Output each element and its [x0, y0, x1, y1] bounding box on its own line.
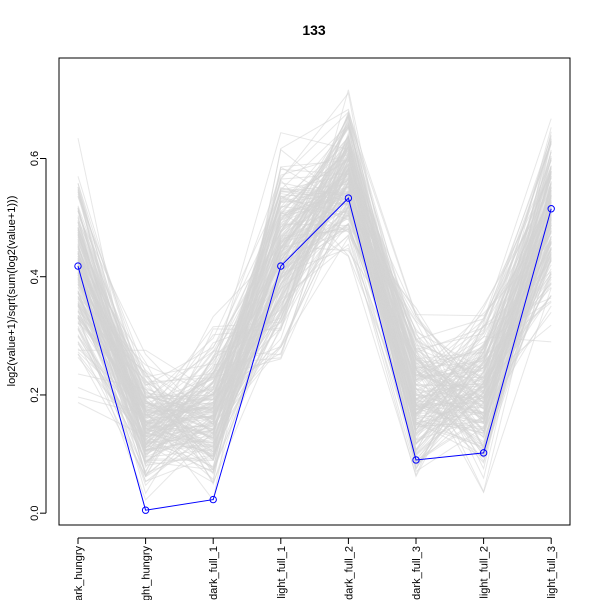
background-series-line [77, 189, 552, 449]
background-series-line [77, 153, 552, 407]
background-series-line [77, 196, 552, 452]
background-series-line [77, 140, 552, 457]
background-series-line [77, 118, 552, 477]
background-series-line [77, 181, 552, 434]
chart-title: 133 [302, 22, 326, 38]
highlight-data-point [479, 449, 488, 457]
y-axis: 0.0 0.2 0.4 0.6 [29, 151, 47, 521]
background-series-line [77, 131, 552, 482]
background-series-line [77, 180, 552, 470]
x-axis: dark_hungry light_hungry dark_full_1 light_… [73, 537, 558, 600]
background-series-line [77, 116, 552, 466]
highlight-data-point [141, 506, 150, 514]
highlight-data-point [344, 194, 353, 202]
x-tick-label: light_full_3 [546, 546, 558, 599]
x-tick-label: dark_full_2 [343, 546, 355, 600]
background-series-line [77, 160, 552, 458]
background-series-line [77, 201, 552, 456]
highlight-data-point [209, 495, 217, 504]
x-tick-label: light_full_2 [479, 546, 491, 599]
background-series-line [77, 224, 552, 444]
background-series-line [77, 214, 552, 419]
background-series-line [77, 154, 552, 461]
plot-frame [58, 57, 571, 526]
background-series-line [77, 147, 552, 461]
background-series-line [77, 168, 552, 443]
background-series-group [77, 89, 552, 502]
highlight-data-point [74, 262, 82, 270]
background-series-line [77, 146, 552, 464]
background-series-line [77, 141, 552, 457]
highlight-data-point [412, 456, 420, 464]
highlight-data-point [547, 205, 555, 213]
background-series-line [77, 132, 552, 471]
background-series-line [77, 195, 552, 483]
y-tick-label: 0.4 [29, 269, 41, 284]
y-tick-label: 0.6 [29, 151, 41, 166]
highlight-series-line [77, 197, 552, 511]
background-series-line [77, 171, 552, 449]
background-series-line [77, 182, 552, 420]
x-tick-label: light_hungry [141, 546, 153, 600]
background-series-line [77, 166, 552, 410]
background-series-line [77, 139, 552, 430]
x-tick-label: dark_hungry [73, 546, 85, 600]
y-tick-label: 0.2 [29, 387, 41, 402]
y-axis-label: log2(value+1)/sqrt(sum(log2(value+1))) [6, 196, 18, 387]
background-series-line [77, 205, 552, 409]
y-tick-label: 0.0 [29, 506, 41, 521]
highlight-data-point [277, 262, 285, 270]
background-series-line [77, 141, 552, 441]
x-tick-label: light_full_1 [276, 546, 288, 599]
x-tick-label: dark_full_3 [411, 546, 423, 600]
highlight-series-group [74, 194, 555, 514]
x-tick-label: dark_full_1 [208, 546, 220, 600]
